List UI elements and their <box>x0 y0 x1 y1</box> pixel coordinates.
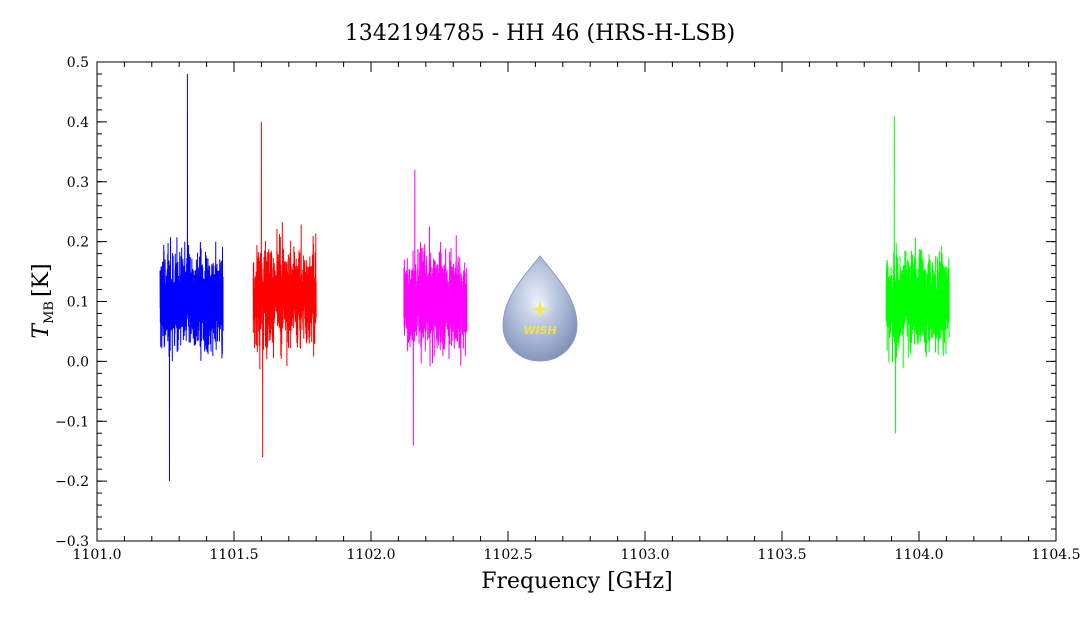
x-tick-label: 1102.5 <box>484 547 533 563</box>
y-axis: −0.3 −0.2 −0.1 0.0 0.1 0.2 0.3 0.4 0.5 <box>55 55 1056 550</box>
y-axis-label-main: T <box>29 322 54 339</box>
y-axis-label: TMB [K] <box>29 263 57 338</box>
y-tick-label: 0.3 <box>67 175 89 191</box>
star-icon <box>531 300 549 318</box>
y-axis-label-unit: [K] <box>29 263 54 297</box>
wish-logo-text: WISH <box>523 324 556 337</box>
x-tick-label: 1104.0 <box>895 547 944 563</box>
y-tick-label: 0.0 <box>67 354 89 370</box>
x-tick-label: 1101.0 <box>73 547 122 563</box>
y-tick-label: 0.4 <box>67 115 89 131</box>
x-tick-label: 1103.5 <box>758 547 807 563</box>
chart-title: 1342194785 - HH 46 (HRS-H-LSB) <box>345 21 735 46</box>
y-tick-label: −0.2 <box>55 474 89 490</box>
y-tick-label: 0.1 <box>67 295 89 311</box>
x-tick-label: 1103.0 <box>621 547 670 563</box>
y-tick-label: 0.5 <box>67 55 89 71</box>
x-tick-label: 1104.5 <box>1032 547 1080 563</box>
svg-text:TMB[K]: TMB [K] <box>29 263 57 338</box>
x-tick-label: 1101.5 <box>210 547 259 563</box>
x-axis-label: Frequency [GHz] <box>481 569 673 594</box>
spectrum-series-1 <box>159 73 224 482</box>
y-tick-label: −0.3 <box>55 534 89 550</box>
x-axis: 1101.0 1101.5 1102.0 1102.5 1103.0 1103.5 1104… <box>73 62 1080 563</box>
y-axis-label-sub: MB <box>42 301 57 324</box>
spectrum-series-3 <box>403 169 468 446</box>
series-layer <box>159 73 950 482</box>
spectrum-series-2 <box>252 121 317 458</box>
spectrum-series-4 <box>885 115 950 434</box>
wish-logo: WISH <box>502 255 578 362</box>
x-tick-label: 1102.0 <box>347 547 396 563</box>
y-tick-label: 0.2 <box>67 235 89 251</box>
y-tick-label: −0.1 <box>55 414 89 430</box>
